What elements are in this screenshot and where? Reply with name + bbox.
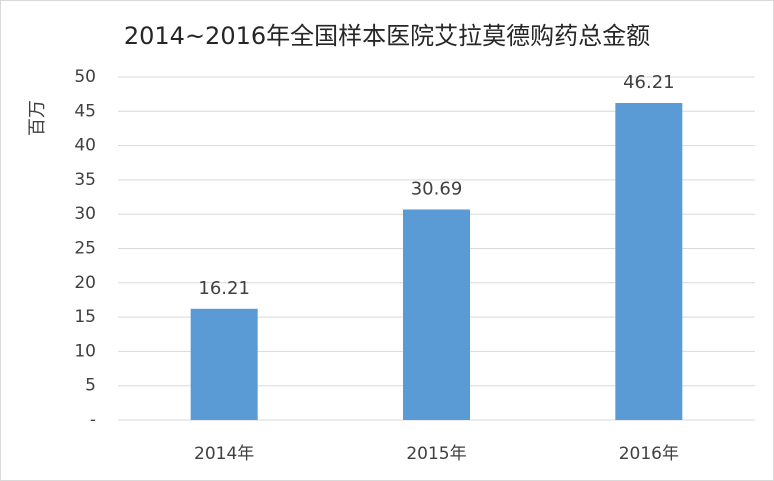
y-tick-label: 45: [74, 101, 96, 121]
y-axis-label: 百万: [27, 100, 48, 136]
data-label: 30.69: [411, 178, 463, 199]
y-tick-label: 5: [85, 376, 96, 396]
data-label: 46.21: [623, 72, 675, 93]
bar: [403, 209, 470, 420]
y-tick-label: 15: [74, 307, 96, 327]
chart-title: 2014~2016年全国样本医院艾拉莫德购药总金额: [124, 22, 650, 50]
x-tick-label: 2014年: [194, 444, 254, 464]
bar: [615, 102, 683, 421]
y-tick-label: 25: [74, 239, 96, 259]
y-tick-label: 30: [74, 204, 96, 224]
y-tick-label: -: [90, 410, 96, 430]
y-tick-label: 40: [74, 136, 96, 156]
data-label: 16.21: [198, 278, 250, 299]
y-tick-label: 50: [74, 67, 96, 87]
x-tick-label: 2015年: [406, 444, 466, 464]
y-tick-label: 20: [74, 273, 96, 293]
bar: [190, 308, 258, 420]
y-tick-label: 35: [74, 170, 96, 190]
x-tick-label: 2016年: [619, 444, 679, 464]
y-tick-label: 10: [74, 341, 96, 361]
